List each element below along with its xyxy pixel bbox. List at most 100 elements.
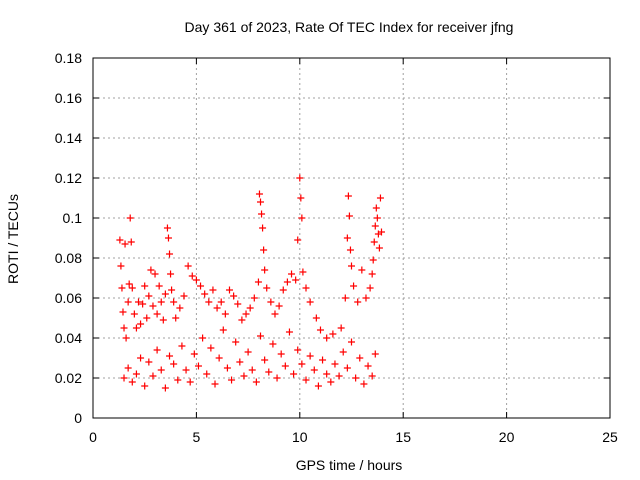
data-point [285, 328, 293, 336]
data-point [167, 270, 175, 278]
data-point [327, 378, 335, 386]
data-point [230, 292, 238, 300]
data-point [323, 370, 331, 378]
data-point [296, 174, 304, 182]
data-point [225, 286, 233, 294]
data-point [306, 298, 314, 306]
data-point [348, 338, 355, 346]
data-point [182, 366, 190, 374]
data-point [310, 366, 318, 374]
x-axis-label: GPS time / hours [296, 457, 403, 473]
data-point [190, 350, 198, 358]
data-point [143, 314, 151, 322]
y-tick-label: 0.04 [55, 330, 82, 346]
x-tick-label: 15 [395, 429, 411, 445]
data-point [288, 270, 296, 278]
grid-lines [93, 58, 610, 418]
data-point [141, 382, 149, 390]
data-point [117, 262, 125, 270]
data-point [267, 298, 275, 306]
data-point [371, 222, 379, 230]
data-point [354, 298, 362, 306]
data-point [319, 356, 327, 364]
data-point [118, 284, 126, 292]
data-point [335, 372, 343, 380]
data-point [370, 238, 378, 246]
data-point [292, 276, 300, 284]
data-point [257, 332, 265, 340]
data-point [134, 298, 142, 306]
data-point [341, 294, 349, 302]
data-point [244, 348, 252, 356]
data-point [240, 372, 248, 380]
data-point [281, 362, 289, 370]
data-point [188, 272, 196, 280]
data-point [372, 204, 380, 212]
data-point [166, 352, 174, 360]
x-tick-label: 25 [602, 429, 618, 445]
data-point [346, 246, 354, 254]
data-point [199, 334, 207, 342]
data-point [362, 294, 370, 302]
data-point [314, 382, 322, 390]
data-point [116, 236, 124, 244]
data-point [126, 214, 134, 222]
data-point [137, 354, 145, 362]
data-point [356, 354, 364, 362]
data-point [373, 214, 381, 222]
data-point [213, 304, 221, 312]
data-point [139, 300, 147, 308]
data-point [254, 278, 262, 286]
data-point [197, 282, 205, 290]
data-point [223, 364, 231, 372]
y-tick-label: 0.16 [55, 90, 82, 106]
data-point [211, 380, 219, 388]
data-point [302, 376, 310, 384]
data-point [121, 240, 129, 248]
data-point [260, 246, 268, 254]
y-tick-label: 0.08 [55, 250, 82, 266]
data-point [119, 308, 127, 316]
data-point [294, 236, 302, 244]
data-point [299, 268, 307, 276]
data-point [174, 376, 182, 384]
data-point [120, 374, 128, 382]
data-point [302, 284, 310, 292]
data-point [186, 378, 194, 386]
data-point [316, 326, 324, 334]
data-point [153, 346, 161, 354]
y-tick-label: 0.18 [55, 50, 82, 66]
data-point [283, 278, 291, 286]
chart-title: Day 361 of 2023, Rate Of TEC Index for r… [185, 19, 514, 35]
x-tick-label: 5 [193, 429, 201, 445]
data-point [236, 358, 244, 366]
data-point [149, 372, 157, 380]
data-point [350, 282, 358, 290]
y-tick-labels: 0 0.02 0.04 0.06 0.08 0.1 0.12 0.14 0.16 0.18 [55, 50, 82, 426]
data-point [132, 370, 140, 378]
data-point [265, 368, 273, 376]
data-point [261, 266, 269, 274]
y-tick-label: 0.12 [55, 170, 82, 186]
data-point [343, 364, 351, 372]
data-point [209, 286, 217, 294]
data-point [166, 250, 174, 258]
data-point [149, 302, 157, 310]
data-point [257, 198, 265, 206]
plot-frame [92, 57, 611, 419]
data-point [377, 228, 385, 236]
data-point [217, 298, 225, 306]
data-point [170, 360, 178, 368]
data-point [345, 212, 353, 220]
data-point [207, 344, 215, 352]
data-point [312, 314, 320, 322]
data-point [298, 214, 306, 222]
data-point [128, 378, 136, 386]
data-point [215, 354, 223, 362]
y-axis-label: ROTI / TECUs [5, 194, 21, 284]
data-point [369, 256, 377, 264]
data-point [132, 324, 140, 332]
data-point [120, 324, 128, 332]
data-point [151, 270, 159, 278]
